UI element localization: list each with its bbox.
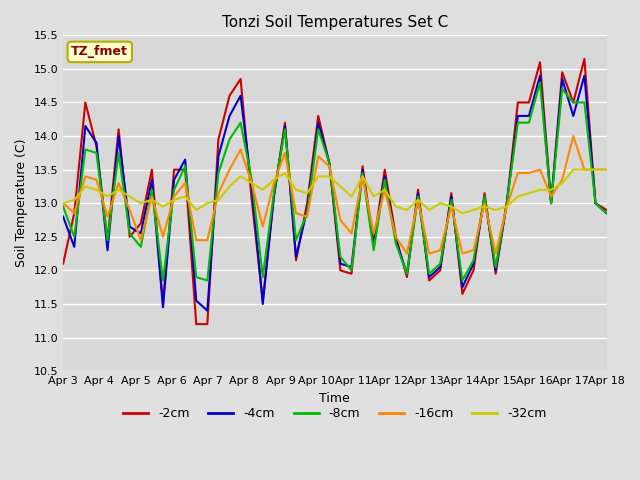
Legend: -2cm, -4cm, -8cm, -16cm, -32cm: -2cm, -4cm, -8cm, -16cm, -32cm [118, 402, 552, 425]
X-axis label: Time: Time [319, 392, 350, 405]
Y-axis label: Soil Temperature (C): Soil Temperature (C) [15, 139, 28, 267]
Text: TZ_fmet: TZ_fmet [71, 46, 128, 59]
Title: Tonzi Soil Temperatures Set C: Tonzi Soil Temperatures Set C [221, 15, 448, 30]
